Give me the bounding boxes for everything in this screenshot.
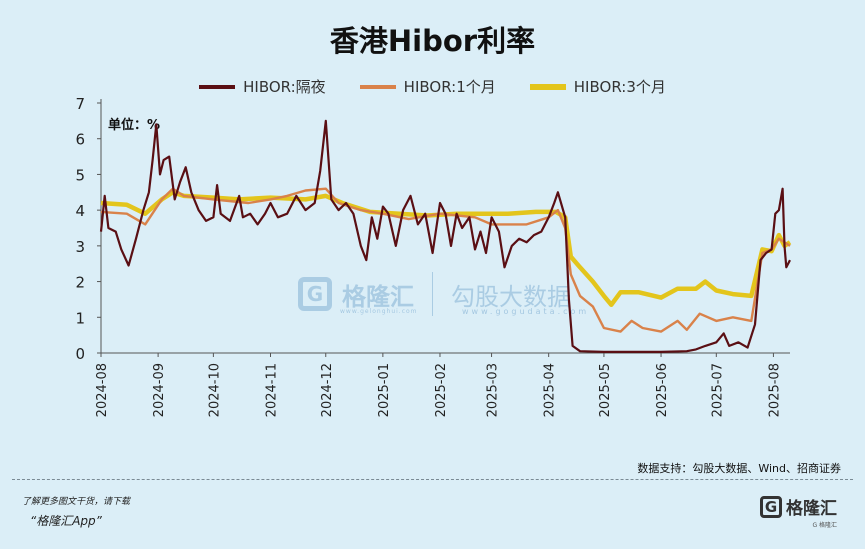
unit-label: 单位：% <box>108 118 161 133</box>
y-tick-label: 6 <box>75 131 85 149</box>
legend-swatch-overnight <box>199 84 236 89</box>
divider-line <box>12 479 853 480</box>
x-tick-label: 2025-06 <box>655 363 670 417</box>
x-tick-label: 2024-08 <box>95 363 110 417</box>
series-line-overnight <box>99 119 791 353</box>
y-tick-label: 7 <box>75 95 85 113</box>
watermark: G 格隆汇 勾股大数据 <box>298 272 571 316</box>
footer-promo: 了解更多图文干货，请下载 <box>22 497 131 507</box>
legend-item-overnight: HIBOR:隔夜 <box>199 76 326 97</box>
x-tick-label: 2025-07 <box>710 363 725 417</box>
x-tick-label: 2024-09 <box>152 363 167 417</box>
x-tick-label: 2025-05 <box>598 363 613 417</box>
watermark-left-url: www.gelonghui.com <box>340 308 418 315</box>
legend: HIBOR:隔夜 HIBOR:1个月 HIBOR:3个月 <box>0 76 865 97</box>
legend-swatch-3m <box>529 83 566 90</box>
y-tick-label: 1 <box>75 309 85 327</box>
y-tick-label: 5 <box>75 166 85 184</box>
legend-label-1m: HIBOR:1个月 <box>403 78 496 96</box>
x-tick-label: 2025-04 <box>543 363 558 417</box>
series-line-3m <box>100 190 792 308</box>
brand-name: 格隆汇 <box>786 499 837 519</box>
x-tick-label: 2025-08 <box>767 363 782 417</box>
brand-sub: G 格隆汇 <box>812 522 837 529</box>
legend-label-overnight: HIBOR:隔夜 <box>243 78 326 96</box>
watermark-logo-icon: G <box>298 277 332 311</box>
y-tick-label: 0 <box>75 345 85 363</box>
y-tick-label: 3 <box>75 238 85 256</box>
y-tick-label: 2 <box>75 274 85 292</box>
chart-title: 香港Hibor利率 <box>329 24 536 58</box>
legend-swatch-1m <box>359 84 396 89</box>
series-line-1m <box>100 187 791 333</box>
watermark-divider <box>432 272 433 316</box>
legend-item-1m: HIBOR:1个月 <box>359 76 496 97</box>
legend-label-3m: HIBOR:3个月 <box>573 78 666 96</box>
x-tick-label: 2024-10 <box>207 363 222 417</box>
x-tick-label: 2024-12 <box>320 363 335 417</box>
brand: G 格隆汇 <box>760 494 837 519</box>
brand-logo-icon: G <box>760 495 782 518</box>
x-tick-label: 2025-03 <box>486 363 501 417</box>
watermark-left-name: 格隆汇 <box>342 282 414 311</box>
x-tick-label: 2025-02 <box>434 363 449 417</box>
x-tick-label: 2025-01 <box>377 363 392 417</box>
footer-app-name: “格隆汇App” <box>30 514 102 528</box>
watermark-right-name: 勾股大数据 <box>451 282 571 311</box>
data-source: 数据支持：勾股大数据、Wind、招商证券 <box>637 462 841 475</box>
watermark-right-url: www.gogudata.com <box>462 307 590 316</box>
y-tick-label: 4 <box>75 202 85 220</box>
legend-item-3m: HIBOR:3个月 <box>529 76 666 97</box>
x-tick-label: 2024-11 <box>264 363 279 417</box>
